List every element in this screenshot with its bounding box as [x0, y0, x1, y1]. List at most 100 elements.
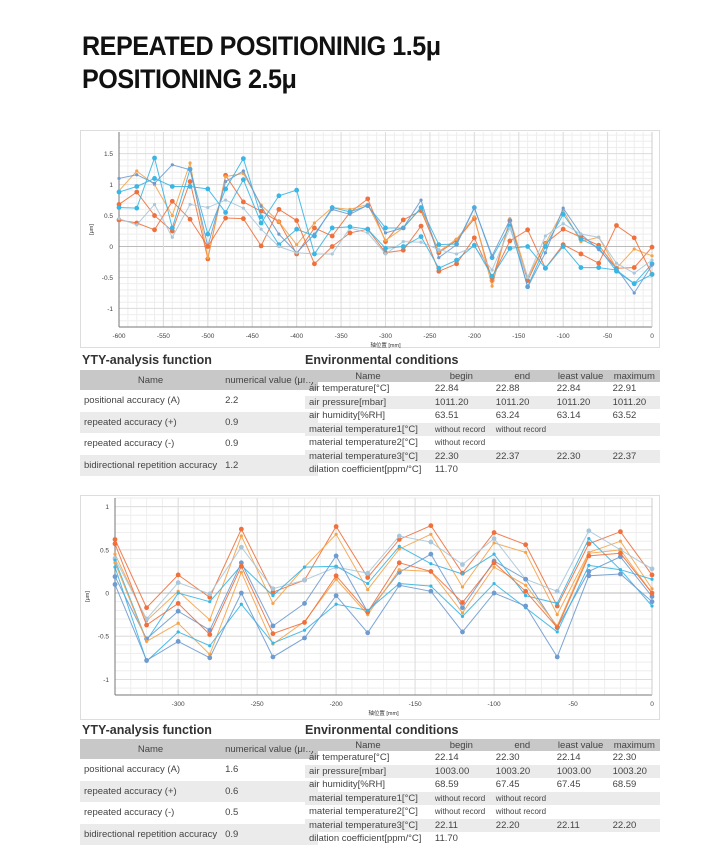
- data-point: [492, 552, 496, 556]
- data-point: [460, 562, 465, 567]
- data-point: [454, 257, 459, 263]
- yty-title-2: YTY-analysis function: [82, 723, 212, 737]
- env-cell: air humidity[%RH]: [309, 410, 386, 422]
- data-point: [277, 232, 281, 236]
- data-point: [112, 541, 118, 547]
- x-tick-label: -50: [568, 701, 578, 708]
- data-point: [428, 523, 434, 529]
- env-cell: air temperature[°C]: [309, 383, 390, 395]
- env-cell: 1003.00: [552, 764, 609, 778]
- data-point: [472, 206, 476, 210]
- data-point: [401, 239, 405, 244]
- data-point: [524, 594, 528, 598]
- data-point: [526, 285, 530, 289]
- yty-cell: repeated accuracy (+): [80, 411, 222, 433]
- yty-cell: 0.5: [225, 807, 239, 819]
- data-point: [454, 243, 459, 247]
- series-line: [114, 564, 653, 663]
- table-row: positional accuracy (A) 2.2: [80, 390, 318, 412]
- env-col-header: least value: [552, 370, 609, 382]
- yty-col-header: Name: [80, 370, 222, 390]
- data-point: [460, 611, 465, 615]
- x-tick-label: -550: [157, 333, 170, 340]
- data-point: [397, 547, 401, 551]
- data-point: [330, 207, 334, 211]
- data-point: [188, 202, 192, 207]
- data-point: [295, 251, 299, 255]
- data-point: [270, 589, 276, 595]
- data-point: [239, 534, 243, 538]
- x-tick-label: -50: [603, 333, 613, 340]
- data-point: [596, 265, 602, 270]
- env-cell: 22.30: [495, 752, 520, 764]
- env-title-1: Environmental conditions: [305, 353, 459, 367]
- data-point: [224, 198, 228, 202]
- data-point: [649, 594, 655, 599]
- data-point: [396, 533, 402, 539]
- data-point: [383, 238, 388, 242]
- series-line: [114, 537, 653, 642]
- data-point: [152, 202, 157, 207]
- env-col-header: least value: [552, 739, 609, 751]
- yty-cell: 0.9: [221, 411, 318, 433]
- series-line: [114, 543, 653, 636]
- data-point: [144, 616, 149, 622]
- data-point: [240, 156, 246, 162]
- env-cell: 1003.20: [608, 764, 660, 778]
- data-point: [454, 237, 459, 241]
- data-point: [366, 231, 370, 235]
- data-point: [587, 563, 591, 567]
- env-cell: without record: [434, 807, 486, 817]
- data-point: [614, 267, 619, 273]
- series-line: [114, 530, 653, 620]
- data-point: [471, 235, 477, 241]
- data-point: [597, 248, 601, 252]
- yty-table-1: Name numerical value (μm) positional accur…: [80, 370, 318, 476]
- data-point: [302, 635, 307, 641]
- data-point: [258, 214, 264, 220]
- data-point: [175, 608, 181, 614]
- data-point: [208, 644, 212, 648]
- data-point: [365, 226, 371, 232]
- data-point: [208, 618, 212, 622]
- data-point: [170, 213, 174, 218]
- data-point: [543, 265, 548, 271]
- env-col-header: begin: [430, 370, 492, 382]
- x-tick-label: -250: [423, 333, 436, 340]
- data-point: [188, 168, 192, 172]
- env-cell: 68.59: [612, 779, 637, 791]
- yty-col-header: numerical value (μm): [221, 370, 318, 390]
- x-tick-label: -600: [112, 333, 125, 340]
- yty-col-header: Name: [80, 739, 222, 759]
- title-line-2: POSITIONING 2.5μ: [82, 64, 297, 94]
- x-tick-label: 0: [650, 333, 654, 340]
- yty-cell: repeated accuracy (-): [84, 438, 175, 450]
- env-cell: without record: [434, 438, 486, 448]
- yty-cell: positional accuracy (A): [84, 764, 181, 776]
- table-row: air temperature[°C] 22.84 22.88 22.84 22.91: [305, 382, 660, 396]
- data-point: [491, 590, 497, 596]
- data-point: [294, 187, 300, 193]
- table-row: air temperature[°C] 22.14 22.30 22.14 22.30: [305, 751, 660, 765]
- yty-cell: 1.2: [221, 454, 318, 476]
- x-tick-label: -300: [379, 333, 392, 340]
- data-point: [312, 225, 317, 231]
- y-tick-label: 0.5: [100, 547, 109, 554]
- env-cell: 22.84: [556, 383, 581, 395]
- data-point: [241, 206, 245, 210]
- env-cell: [553, 463, 609, 477]
- env-col-header: end: [491, 370, 553, 382]
- data-point: [614, 261, 619, 265]
- env-cell: without record: [430, 422, 492, 436]
- x-tick-label: -150: [409, 701, 422, 708]
- data-point: [240, 216, 246, 222]
- data-point: [144, 639, 149, 644]
- data-point: [586, 573, 592, 579]
- data-point: [649, 590, 655, 596]
- data-point: [523, 542, 529, 548]
- data-point: [113, 561, 117, 565]
- data-point: [276, 206, 282, 212]
- env-cell: 22.30: [552, 449, 609, 463]
- data-point: [436, 242, 442, 248]
- y-tick-label: -1: [103, 677, 109, 684]
